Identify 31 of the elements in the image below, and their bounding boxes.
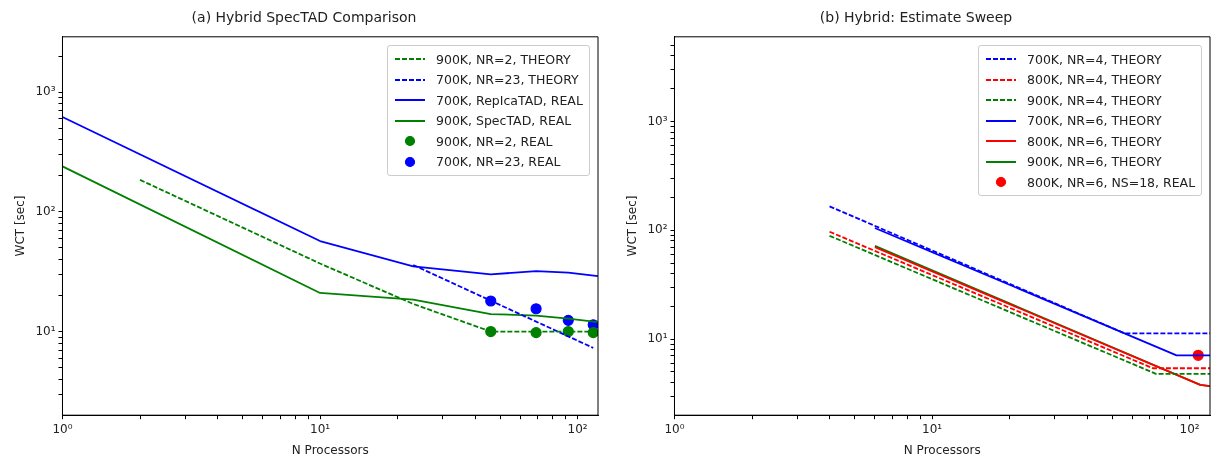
- legend-label: 700K, NR=23, REAL: [436, 154, 561, 170]
- y-axis-title: WCT [sec]: [625, 195, 640, 257]
- legend-label: 800K, NR=6, NS=18, REAL: [1027, 174, 1196, 190]
- y-tick-label: 10¹: [647, 331, 668, 346]
- y-tick-label: 10³: [647, 113, 668, 128]
- legend-label: 900K, SpecTAD, REAL: [436, 113, 572, 129]
- y-tick-label: 10³: [35, 84, 56, 99]
- legend-label: 900K, NR=6, THEORY: [1027, 154, 1162, 170]
- legend-label: 900K, NR=2, THEORY: [436, 51, 571, 67]
- y-tick-label: 10²: [35, 203, 56, 218]
- legend-label: 700K, NR=23, THEORY: [436, 72, 579, 88]
- x-tick-label: 10¹: [922, 421, 943, 436]
- x-tick-label: 10⁰: [52, 421, 73, 436]
- legend-label: 700K, NR=4, THEORY: [1027, 51, 1162, 67]
- chart-title: (b) Hybrid: Estimate Sweep: [819, 9, 1013, 26]
- chart-title: (a) Hybrid SpecTAD Comparison: [191, 9, 417, 26]
- x-tick-label: 10¹: [310, 421, 331, 436]
- y-tick-label: 10²: [647, 222, 668, 237]
- legend-label: 800K, NR=4, THEORY: [1027, 72, 1162, 88]
- x-tick-label: 10⁰: [664, 421, 685, 436]
- x-tick-label: 10²: [567, 421, 588, 436]
- legend-label: 800K, NR=6, THEORY: [1027, 133, 1162, 149]
- legend-label: 900K, NR=2, REAL: [436, 133, 553, 149]
- legend-label: 700K, NR=6, THEORY: [1027, 113, 1162, 129]
- y-axis-title: WCT [sec]: [13, 195, 28, 257]
- legend-label: 900K, NR=4, THEORY: [1027, 92, 1162, 108]
- legend-label: 700K, RepIcaTAD, REAL: [436, 92, 583, 108]
- x-tick-label: 10²: [1179, 421, 1200, 436]
- x-axis-title: N Processors: [291, 442, 369, 457]
- y-tick-label: 10¹: [35, 323, 56, 338]
- x-axis-title: N Processors: [903, 442, 981, 457]
